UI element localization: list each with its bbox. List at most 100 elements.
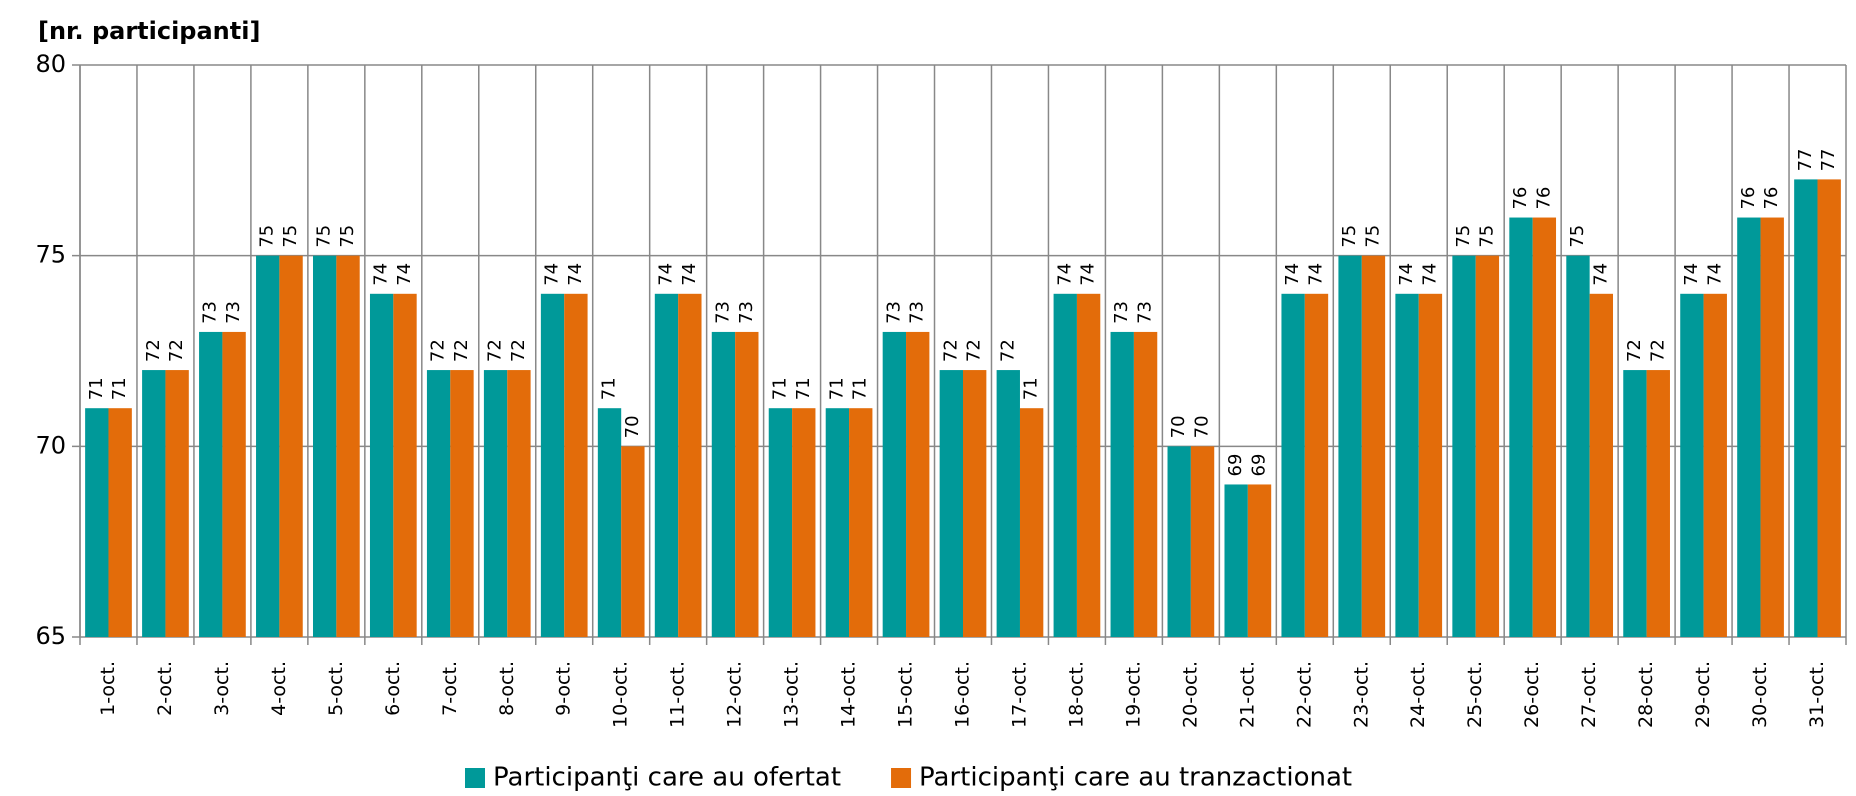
bar: [597, 408, 622, 637]
x-tick-label: 3-oct.: [211, 661, 233, 716]
bar: [85, 408, 109, 637]
x-tick-label: 11-oct.: [667, 661, 689, 728]
bar: [882, 331, 907, 637]
value-label: 73: [736, 301, 757, 324]
value-label: 74: [655, 263, 676, 286]
bar: [1566, 255, 1590, 637]
bar: [849, 408, 873, 637]
x-tick-label: 21-oct.: [1236, 661, 1258, 728]
bar: [199, 331, 223, 637]
value-label: 70: [1192, 415, 1213, 438]
bar: [483, 370, 508, 637]
value-label: 74: [565, 263, 586, 286]
y-tick-label: 65: [35, 622, 66, 650]
value-label: 72: [997, 339, 1018, 362]
bar: [108, 408, 132, 637]
value-label: 72: [940, 339, 961, 362]
value-label: 76: [1533, 187, 1554, 210]
x-tick-label: 20-oct.: [1179, 661, 1201, 728]
x-tick-label: 10-oct.: [610, 661, 632, 728]
x-tick-label: 22-oct.: [1293, 661, 1315, 728]
bar: [939, 370, 963, 637]
bar: [336, 255, 360, 637]
value-label: 72: [1624, 339, 1645, 362]
bar: [1737, 217, 1761, 638]
x-tick-label: 30-oct.: [1749, 661, 1771, 728]
bar: [450, 370, 474, 637]
x-tick-label: 23-oct.: [1350, 661, 1372, 728]
bar: [142, 370, 166, 637]
value-label: 74: [679, 263, 700, 286]
value-label: 74: [542, 263, 563, 286]
bar: [996, 370, 1020, 637]
bar: [1395, 293, 1419, 637]
bar: [564, 293, 588, 637]
value-label: 74: [1681, 263, 1702, 286]
bar: [654, 293, 679, 637]
x-tick-label: 2-oct.: [154, 661, 176, 716]
x-tick-label: 6-oct.: [382, 661, 404, 716]
bar: [256, 255, 280, 637]
bar: [1680, 293, 1704, 637]
x-tick-label: 29-oct.: [1692, 661, 1714, 728]
value-label: 74: [1282, 263, 1303, 286]
value-label: 77: [1795, 148, 1816, 171]
bar: [540, 293, 565, 637]
y-tick-label: 80: [35, 50, 66, 78]
bar: [1703, 293, 1727, 637]
value-label: 73: [712, 301, 733, 324]
value-label: 72: [485, 339, 506, 362]
value-label: 71: [850, 377, 871, 400]
value-label: 73: [883, 301, 904, 324]
bar: [1281, 293, 1305, 637]
bar: [279, 255, 303, 637]
bar: [1304, 293, 1329, 637]
x-tick-label: 5-oct.: [325, 661, 347, 716]
bar: [1452, 255, 1476, 637]
bar: [825, 408, 850, 637]
x-tick-label: 9-oct.: [553, 661, 575, 716]
value-label: 77: [1818, 148, 1839, 171]
value-label: 73: [1111, 301, 1132, 324]
value-label: 75: [1476, 225, 1497, 248]
value-label: 74: [1078, 263, 1099, 286]
bar: [1190, 446, 1215, 637]
x-tick-label: 13-oct.: [781, 661, 803, 728]
value-label: 72: [1647, 339, 1668, 362]
bar: [507, 370, 531, 637]
bar: [1475, 255, 1500, 637]
value-label: 71: [86, 377, 107, 400]
value-label: 74: [371, 263, 392, 286]
value-label: 70: [1168, 415, 1189, 438]
x-tick-label: 26-oct.: [1521, 661, 1543, 728]
x-tick-label: 31-oct.: [1806, 661, 1828, 728]
value-label: 72: [143, 339, 164, 362]
x-tick-label: 19-oct.: [1122, 661, 1144, 728]
value-label: 75: [314, 225, 335, 248]
bar: [222, 331, 246, 637]
bar: [1076, 293, 1101, 637]
value-label: 73: [1135, 301, 1156, 324]
bar: [1760, 217, 1784, 638]
value-label: 73: [223, 301, 244, 324]
x-tick-label: 7-oct.: [439, 661, 461, 716]
bar: [165, 370, 189, 637]
bar: [1418, 293, 1443, 637]
y-tick-label: 70: [35, 431, 66, 459]
x-tick-label: 18-oct.: [1065, 661, 1087, 728]
bar: [1623, 370, 1647, 637]
value-label: 75: [1362, 225, 1383, 248]
bar: [1509, 217, 1533, 638]
value-label: 75: [257, 225, 278, 248]
value-label: 72: [428, 339, 449, 362]
value-label: 74: [394, 263, 415, 286]
value-label: 76: [1738, 187, 1759, 210]
bar: [426, 370, 451, 637]
x-tick-label: 27-oct.: [1578, 661, 1600, 728]
value-label: 72: [166, 339, 187, 362]
value-label: 69: [1225, 454, 1246, 477]
value-label: 74: [1590, 263, 1611, 286]
x-tick-label: 12-oct.: [724, 661, 746, 728]
x-tick-label: 16-oct.: [952, 661, 974, 728]
bar: [711, 331, 736, 637]
